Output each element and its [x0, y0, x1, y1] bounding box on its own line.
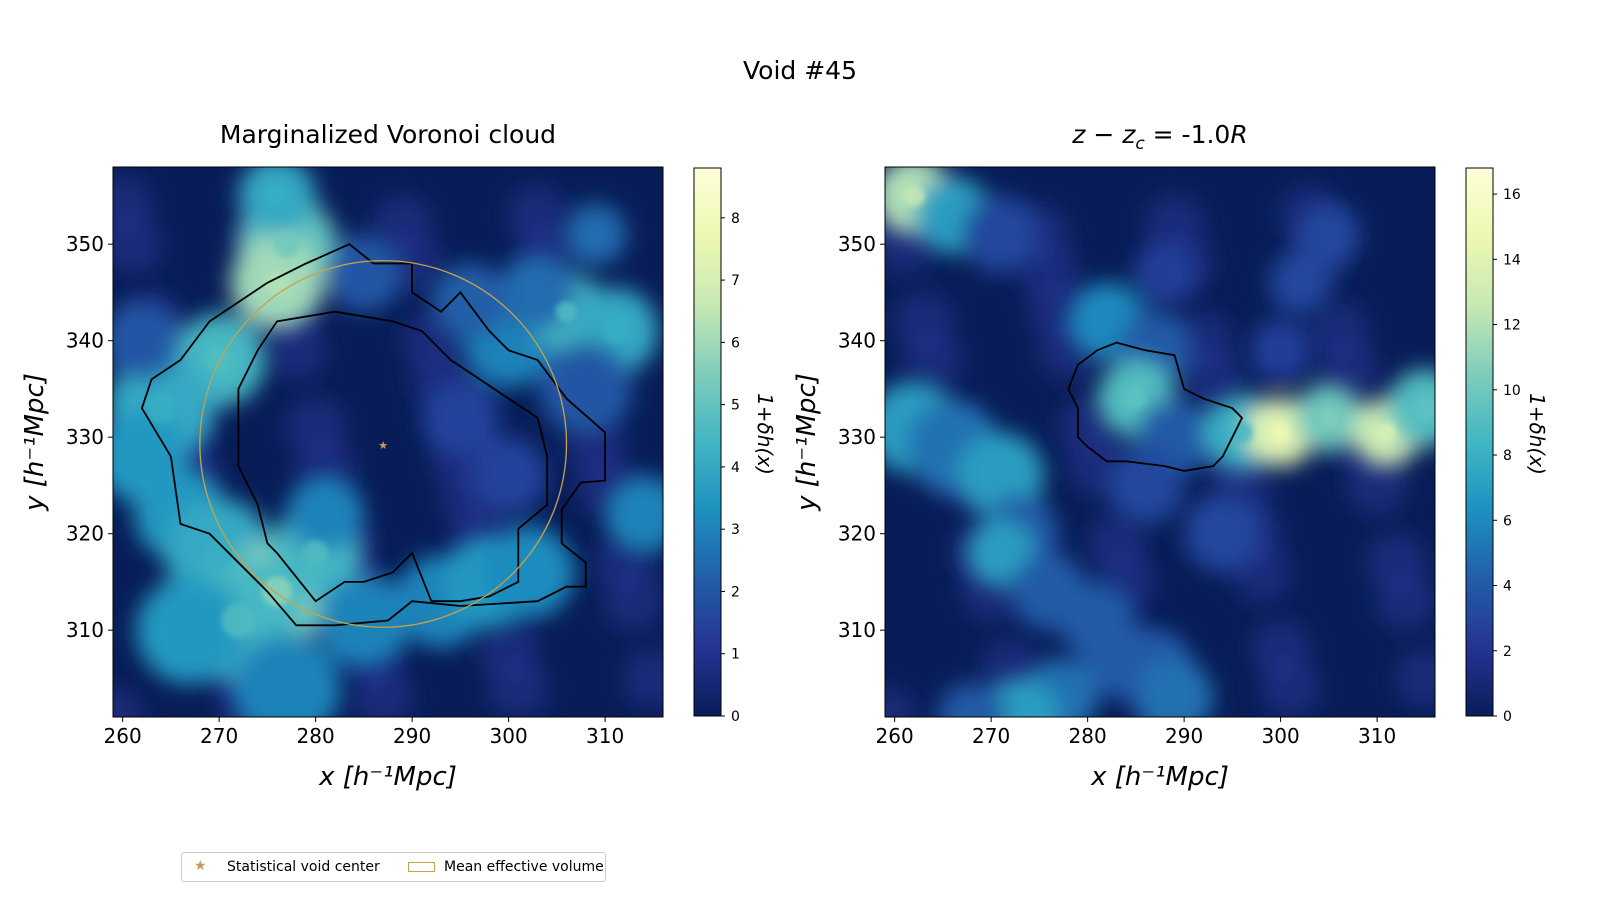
density-blob — [317, 574, 411, 667]
colorbar-label: 1+δh(x) — [1525, 393, 1549, 475]
heatmap-field — [113, 167, 663, 717]
density-blob — [1133, 242, 1196, 305]
density-blob — [325, 234, 403, 312]
void-contour-1 — [140, 243, 606, 627]
density-blob — [421, 379, 499, 457]
mean-effective-volume-circle — [199, 259, 568, 628]
colorbar-tick-label: 8 — [1503, 448, 1512, 464]
panel2-title-main: z − z — [1072, 120, 1136, 149]
x-tick-label: 290 — [1165, 724, 1203, 748]
y-tick-label: 340 — [66, 329, 104, 353]
colorbar-label: 1+δh(x) — [753, 393, 777, 475]
panel2-title-rest: = -1.0 — [1144, 120, 1231, 149]
void-contour-1 — [1067, 341, 1244, 472]
colorbar-tick-label: 3 — [731, 522, 740, 538]
x-tick-label: 310 — [586, 724, 624, 748]
colorbar-tick-label: 6 — [731, 335, 740, 351]
density-blob — [539, 342, 633, 436]
x-tick-label: 300 — [490, 724, 528, 748]
y-tick-label: 320 — [66, 522, 104, 546]
legend-label-center: Statistical void center — [227, 859, 380, 875]
colorbar-tick-label: 1 — [731, 647, 740, 663]
x-tick-label: 270 — [200, 724, 238, 748]
y-axis-label: y [h⁻¹Mpc] — [20, 373, 50, 512]
heatmap-field — [885, 167, 1435, 717]
density-blob — [286, 475, 364, 553]
x-tick-label: 270 — [972, 724, 1010, 748]
density-blob — [1386, 369, 1435, 447]
colorbar: 0 2 4 6 8 10 12 14 16 1+δh(x) — [1465, 167, 1549, 725]
density-blob — [1297, 203, 1360, 266]
y-tick-label: 310 — [66, 618, 104, 642]
y-tick-label: 350 — [66, 232, 104, 256]
colorbar-tick-label: 2 — [731, 584, 740, 600]
x-tick-label: 280 — [1069, 724, 1107, 748]
star-icon: ★ — [194, 858, 207, 874]
density-blob — [962, 195, 1040, 274]
density-blob — [113, 302, 181, 380]
panel2-title-sub: c — [1135, 134, 1145, 154]
legend-label-volume: Mean effective volume — [444, 859, 604, 875]
colorbar-tick-label: 0 — [1503, 709, 1512, 725]
y-tick-label: 310 — [838, 618, 876, 642]
colorbar-tick-label: 12 — [1503, 318, 1521, 334]
density-blob — [1135, 659, 1214, 717]
y-tick-label: 320 — [838, 522, 876, 546]
density-blob — [431, 263, 509, 341]
colorbar-tick-label: 8 — [731, 211, 740, 227]
y-tick-label: 330 — [838, 425, 876, 449]
colorbar-tick-label: 14 — [1503, 252, 1521, 268]
density-blob — [937, 683, 1006, 717]
y-tick-label: 350 — [838, 232, 876, 256]
y-tick-label: 330 — [66, 425, 104, 449]
density-blob — [470, 437, 548, 515]
density-blob — [605, 475, 663, 553]
figure-suptitle: Void #45 — [743, 56, 857, 85]
colorbar-tick-label: 7 — [731, 273, 740, 289]
x-tick-label: 280 — [297, 724, 335, 748]
x-tick-label: 300 — [1262, 724, 1300, 748]
colorbar: 0 1 2 3 4 5 6 7 8 1+δh(x) — [693, 167, 777, 725]
density-blob — [136, 576, 245, 685]
x-axis-label: x [h⁻¹Mpc] — [1090, 762, 1229, 792]
legend-swatch-circle — [408, 862, 435, 872]
panel2-title: z − zc = -1.0R — [885, 120, 1435, 154]
x-axis-label: x [h⁻¹Mpc] — [318, 762, 457, 792]
colorbar-tick-label: 6 — [1503, 513, 1512, 529]
density-blob — [1106, 446, 1185, 525]
colorbar-tick-label: 2 — [1503, 644, 1512, 660]
density-blob — [564, 203, 627, 266]
void-center-marker: ★ — [378, 439, 388, 452]
panel2-title-italic: R — [1230, 120, 1248, 149]
density-blob — [1184, 495, 1262, 573]
colorbar-tick-label: 5 — [731, 398, 740, 414]
colorbar-tick-label: 4 — [1503, 579, 1512, 595]
density-blob — [232, 634, 341, 717]
x-tick-label: 290 — [393, 724, 431, 748]
colorbar-tick-label: 4 — [731, 460, 740, 476]
void-contour-2 — [237, 310, 549, 603]
y-tick-label: 340 — [838, 329, 876, 353]
x-tick-label: 260 — [104, 724, 142, 748]
legend: ★ Statistical void center Mean effective… — [181, 852, 606, 882]
density-blob — [1269, 251, 1331, 314]
colorbar-tick-label: 10 — [1503, 383, 1521, 399]
colorbar-tick-label: 16 — [1503, 187, 1521, 203]
axes-frame — [112, 166, 664, 718]
colorbar-tick-label: 0 — [731, 709, 740, 725]
x-tick-label: 260 — [876, 724, 914, 748]
x-tick-label: 310 — [1358, 724, 1396, 748]
density-blob — [1249, 319, 1312, 382]
y-axis-label: y [h⁻¹Mpc] — [792, 373, 822, 512]
axes-frame — [884, 166, 1436, 718]
panel1-title: Marginalized Voronoi cloud — [219, 120, 557, 149]
